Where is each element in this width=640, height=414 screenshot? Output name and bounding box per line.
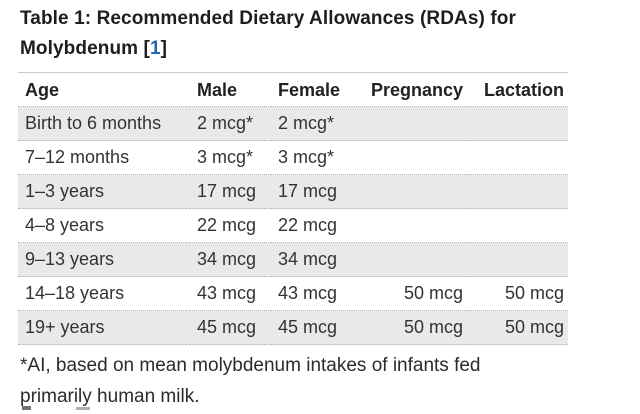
cell-pregnancy: 50 mcg: [352, 276, 467, 311]
table-row: 14–18 years 43 mcg 43 mcg 50 mcg 50 mcg: [18, 276, 568, 311]
column-header-male: Male: [190, 72, 271, 107]
cropped-next-line-fragment: [22, 406, 31, 410]
cell-male: 43 mcg: [190, 276, 271, 311]
rda-table: Age Male Female Pregnancy Lactation Birt…: [18, 72, 568, 345]
footnote-line1: *AI, based on mean molybdenum intakes of…: [20, 355, 481, 376]
cell-female: 43 mcg: [271, 276, 352, 311]
cell-male: 17 mcg: [190, 174, 271, 209]
header-row: Age Male Female Pregnancy Lactation: [18, 72, 568, 107]
cell-age: 14–18 years: [18, 276, 190, 311]
table-row: 19+ years 45 mcg 45 mcg 50 mcg 50 mcg: [18, 310, 568, 345]
reference-link[interactable]: 1: [149, 38, 161, 59]
cell-male: 22 mcg: [190, 208, 271, 243]
cell-lactation: 50 mcg: [467, 310, 568, 345]
cell-male: 34 mcg: [190, 242, 271, 277]
table-row: 7–12 months 3 mcg* 3 mcg*: [18, 140, 568, 175]
column-header-pregnancy: Pregnancy: [352, 72, 467, 107]
cell-age: 1–3 years: [18, 174, 190, 209]
cell-age: 4–8 years: [18, 208, 190, 243]
cell-pregnancy: [352, 106, 467, 141]
column-header-age: Age: [18, 72, 190, 107]
cell-lactation: 50 mcg: [467, 276, 568, 311]
cell-female: 17 mcg: [271, 174, 352, 209]
cell-age: 7–12 months: [18, 140, 190, 175]
cell-female: 34 mcg: [271, 242, 352, 277]
column-header-lactation: Lactation: [467, 72, 568, 107]
table-title-bracket-close: ]: [160, 38, 168, 59]
cell-male: 2 mcg*: [190, 106, 271, 141]
table-title-line1: Table 1: Recommended Dietary Allowances …: [20, 8, 516, 29]
footnote: *AI, based on mean molybdenum intakes of…: [20, 350, 640, 412]
cell-lactation: [467, 208, 568, 243]
column-header-female: Female: [271, 72, 352, 107]
cell-female: 2 mcg*: [271, 106, 352, 141]
cell-age: Birth to 6 months: [18, 106, 190, 141]
cell-lactation: [467, 140, 568, 175]
cell-age: 19+ years: [18, 310, 190, 345]
table-row: 9–13 years 34 mcg 34 mcg: [18, 242, 568, 277]
cell-female: 22 mcg: [271, 208, 352, 243]
cell-lactation: [467, 106, 568, 141]
cell-female: 3 mcg*: [271, 140, 352, 175]
cell-lactation: [467, 174, 568, 209]
table-title-line2: Molybdenum [1]: [20, 34, 640, 64]
table-title-line2-text: Molybdenum [: [20, 38, 150, 59]
table-title: Table 1: Recommended Dietary Allowances …: [20, 4, 640, 64]
cell-male: 3 mcg*: [190, 140, 271, 175]
table-row: 4–8 years 22 mcg 22 mcg: [18, 208, 568, 243]
cell-pregnancy: [352, 242, 467, 277]
cell-pregnancy: 50 mcg: [352, 310, 467, 345]
footnote-line2: primarily human milk.: [20, 386, 200, 407]
cell-age: 9–13 years: [18, 242, 190, 277]
cell-pregnancy: [352, 208, 467, 243]
cell-pregnancy: [352, 174, 467, 209]
cell-lactation: [467, 242, 568, 277]
cell-female: 45 mcg: [271, 310, 352, 345]
table-row: Birth to 6 months 2 mcg* 2 mcg*: [18, 106, 568, 141]
cell-pregnancy: [352, 140, 467, 175]
table-row: 1–3 years 17 mcg 17 mcg: [18, 174, 568, 209]
cell-male: 45 mcg: [190, 310, 271, 345]
cropped-next-line-fragment: [76, 407, 90, 410]
